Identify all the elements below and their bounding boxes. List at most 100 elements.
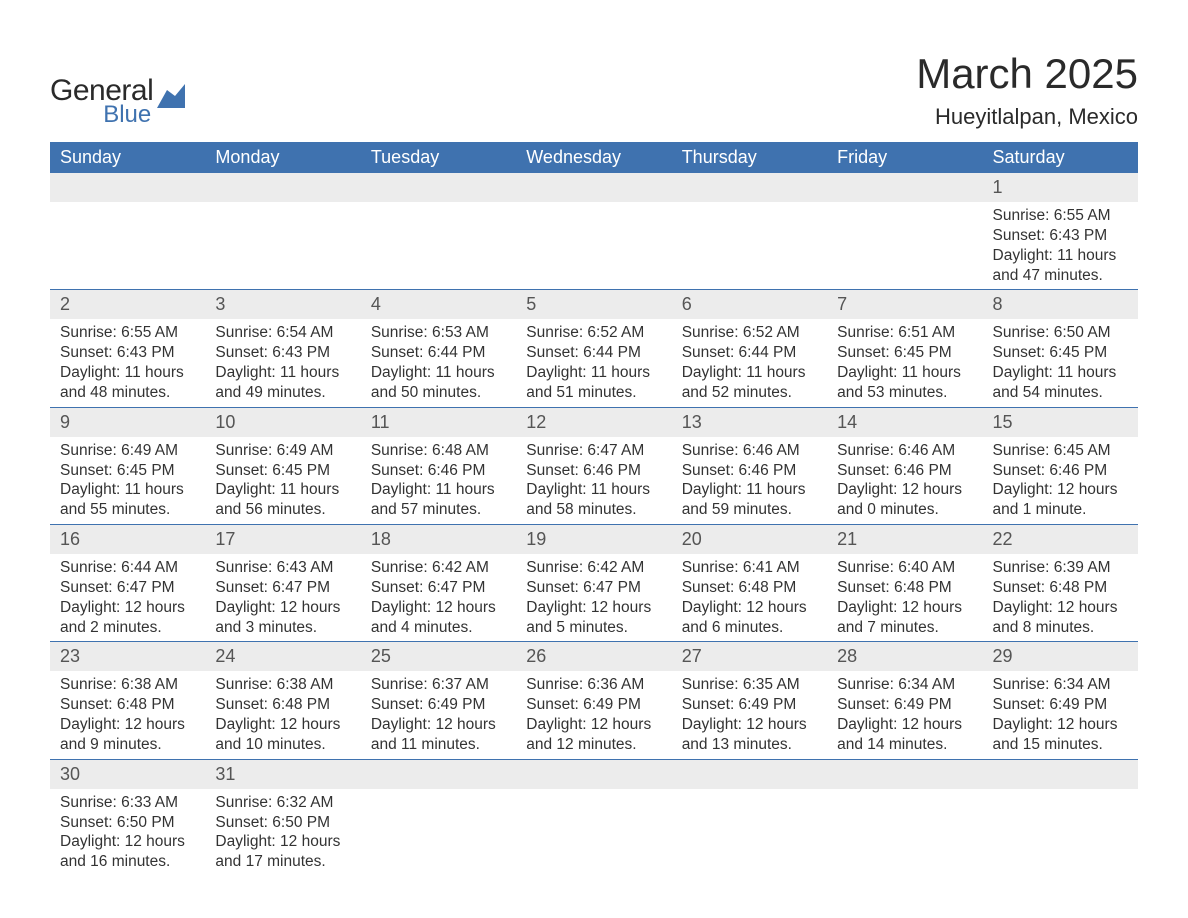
sunset-text: Sunset: 6:44 PM [526,343,661,363]
sunset-text: Sunset: 6:49 PM [682,695,817,715]
day-detail-cell: Sunrise: 6:49 AMSunset: 6:45 PMDaylight:… [205,437,360,525]
day-detail-cell: Sunrise: 6:41 AMSunset: 6:48 PMDaylight:… [672,554,827,642]
day-number-cell: 27 [672,642,827,671]
daylight-text-2: and 58 minutes. [526,500,661,520]
day-number-cell: 5 [516,290,671,319]
day-detail-cell: Sunrise: 6:50 AMSunset: 6:45 PMDaylight:… [983,319,1138,407]
day-number-cell: 26 [516,642,671,671]
sunrise-text: Sunrise: 6:55 AM [993,206,1128,226]
day-number-cell: 24 [205,642,360,671]
daylight-text-1: Daylight: 12 hours [60,832,195,852]
daylight-text-2: and 49 minutes. [215,383,350,403]
daylight-text-2: and 53 minutes. [837,383,972,403]
daylight-text-2: and 6 minutes. [682,618,817,638]
daylight-text-2: and 17 minutes. [215,852,350,872]
sunset-text: Sunset: 6:48 PM [215,695,350,715]
daylight-text-2: and 11 minutes. [371,735,506,755]
sunrise-text: Sunrise: 6:42 AM [371,558,506,578]
day-detail-cell [672,202,827,290]
sunset-text: Sunset: 6:47 PM [371,578,506,598]
daylight-text-1: Daylight: 11 hours [837,363,972,383]
weekday-header-row: Sunday Monday Tuesday Wednesday Thursday… [50,142,1138,173]
location-subtitle: Hueyitlalpan, Mexico [916,104,1138,130]
day-detail-cell: Sunrise: 6:42 AMSunset: 6:47 PMDaylight:… [361,554,516,642]
sunrise-text: Sunrise: 6:48 AM [371,441,506,461]
weekday-header: Sunday [50,142,205,173]
sunrise-text: Sunrise: 6:53 AM [371,323,506,343]
day-detail-cell: Sunrise: 6:37 AMSunset: 6:49 PMDaylight:… [361,671,516,759]
daylight-text-1: Daylight: 11 hours [215,363,350,383]
day-detail-cell: Sunrise: 6:35 AMSunset: 6:49 PMDaylight:… [672,671,827,759]
daylight-text-1: Daylight: 11 hours [60,363,195,383]
logo: General Blue [50,76,185,127]
sunrise-text: Sunrise: 6:39 AM [993,558,1128,578]
daylight-text-1: Daylight: 12 hours [993,715,1128,735]
sunset-text: Sunset: 6:47 PM [526,578,661,598]
detail-row: Sunrise: 6:44 AMSunset: 6:47 PMDaylight:… [50,554,1138,642]
day-detail-cell: Sunrise: 6:55 AMSunset: 6:43 PMDaylight:… [983,202,1138,290]
sunrise-text: Sunrise: 6:38 AM [60,675,195,695]
day-number-cell: 4 [361,290,516,319]
daylight-text-1: Daylight: 12 hours [837,715,972,735]
daylight-text-2: and 5 minutes. [526,618,661,638]
daylight-text-2: and 8 minutes. [993,618,1128,638]
daylight-text-1: Daylight: 12 hours [526,598,661,618]
day-number-cell: 20 [672,525,827,554]
day-number-cell: 9 [50,408,205,437]
daylight-text-2: and 56 minutes. [215,500,350,520]
sunset-text: Sunset: 6:47 PM [60,578,195,598]
sunrise-text: Sunrise: 6:49 AM [60,441,195,461]
sunrise-text: Sunrise: 6:46 AM [682,441,817,461]
daylight-text-1: Daylight: 12 hours [993,480,1128,500]
sunrise-text: Sunrise: 6:47 AM [526,441,661,461]
detail-row: Sunrise: 6:38 AMSunset: 6:48 PMDaylight:… [50,671,1138,759]
daynum-row: 23242526272829 [50,642,1138,671]
day-detail-cell [361,789,516,876]
day-detail-cell: Sunrise: 6:44 AMSunset: 6:47 PMDaylight:… [50,554,205,642]
sunrise-text: Sunrise: 6:32 AM [215,793,350,813]
sunset-text: Sunset: 6:48 PM [837,578,972,598]
daylight-text-2: and 10 minutes. [215,735,350,755]
sunrise-text: Sunrise: 6:37 AM [371,675,506,695]
sunrise-text: Sunrise: 6:55 AM [60,323,195,343]
day-detail-cell: Sunrise: 6:49 AMSunset: 6:45 PMDaylight:… [50,437,205,525]
daylight-text-1: Daylight: 11 hours [526,480,661,500]
sunset-text: Sunset: 6:43 PM [60,343,195,363]
sunrise-text: Sunrise: 6:52 AM [682,323,817,343]
day-number-cell [516,760,671,789]
daylight-text-1: Daylight: 12 hours [682,715,817,735]
day-number-cell: 8 [983,290,1138,319]
weekday-header: Wednesday [516,142,671,173]
day-number-cell: 19 [516,525,671,554]
sunset-text: Sunset: 6:45 PM [215,461,350,481]
detail-row: Sunrise: 6:55 AMSunset: 6:43 PMDaylight:… [50,319,1138,407]
weekday-header: Tuesday [361,142,516,173]
weekday-header: Monday [205,142,360,173]
day-detail-cell: Sunrise: 6:34 AMSunset: 6:49 PMDaylight:… [983,671,1138,759]
sunrise-text: Sunrise: 6:49 AM [215,441,350,461]
day-number-cell [361,173,516,202]
daylight-text-1: Daylight: 12 hours [837,598,972,618]
sunset-text: Sunset: 6:45 PM [837,343,972,363]
sunrise-text: Sunrise: 6:35 AM [682,675,817,695]
day-detail-cell: Sunrise: 6:55 AMSunset: 6:43 PMDaylight:… [50,319,205,407]
sunset-text: Sunset: 6:43 PM [215,343,350,363]
weekday-header: Thursday [672,142,827,173]
day-detail-cell [983,789,1138,876]
day-detail-cell: Sunrise: 6:33 AMSunset: 6:50 PMDaylight:… [50,789,205,876]
day-detail-cell: Sunrise: 6:45 AMSunset: 6:46 PMDaylight:… [983,437,1138,525]
month-title: March 2025 [916,50,1138,98]
sunset-text: Sunset: 6:46 PM [993,461,1128,481]
day-number-cell: 13 [672,408,827,437]
day-detail-cell: Sunrise: 6:53 AMSunset: 6:44 PMDaylight:… [361,319,516,407]
day-detail-cell: Sunrise: 6:48 AMSunset: 6:46 PMDaylight:… [361,437,516,525]
sunset-text: Sunset: 6:48 PM [60,695,195,715]
day-number-cell [205,173,360,202]
day-number-cell: 1 [983,173,1138,202]
day-number-cell [516,173,671,202]
sunset-text: Sunset: 6:50 PM [215,813,350,833]
detail-row: Sunrise: 6:33 AMSunset: 6:50 PMDaylight:… [50,789,1138,876]
sunrise-text: Sunrise: 6:36 AM [526,675,661,695]
sunrise-text: Sunrise: 6:44 AM [60,558,195,578]
daylight-text-1: Daylight: 11 hours [60,480,195,500]
